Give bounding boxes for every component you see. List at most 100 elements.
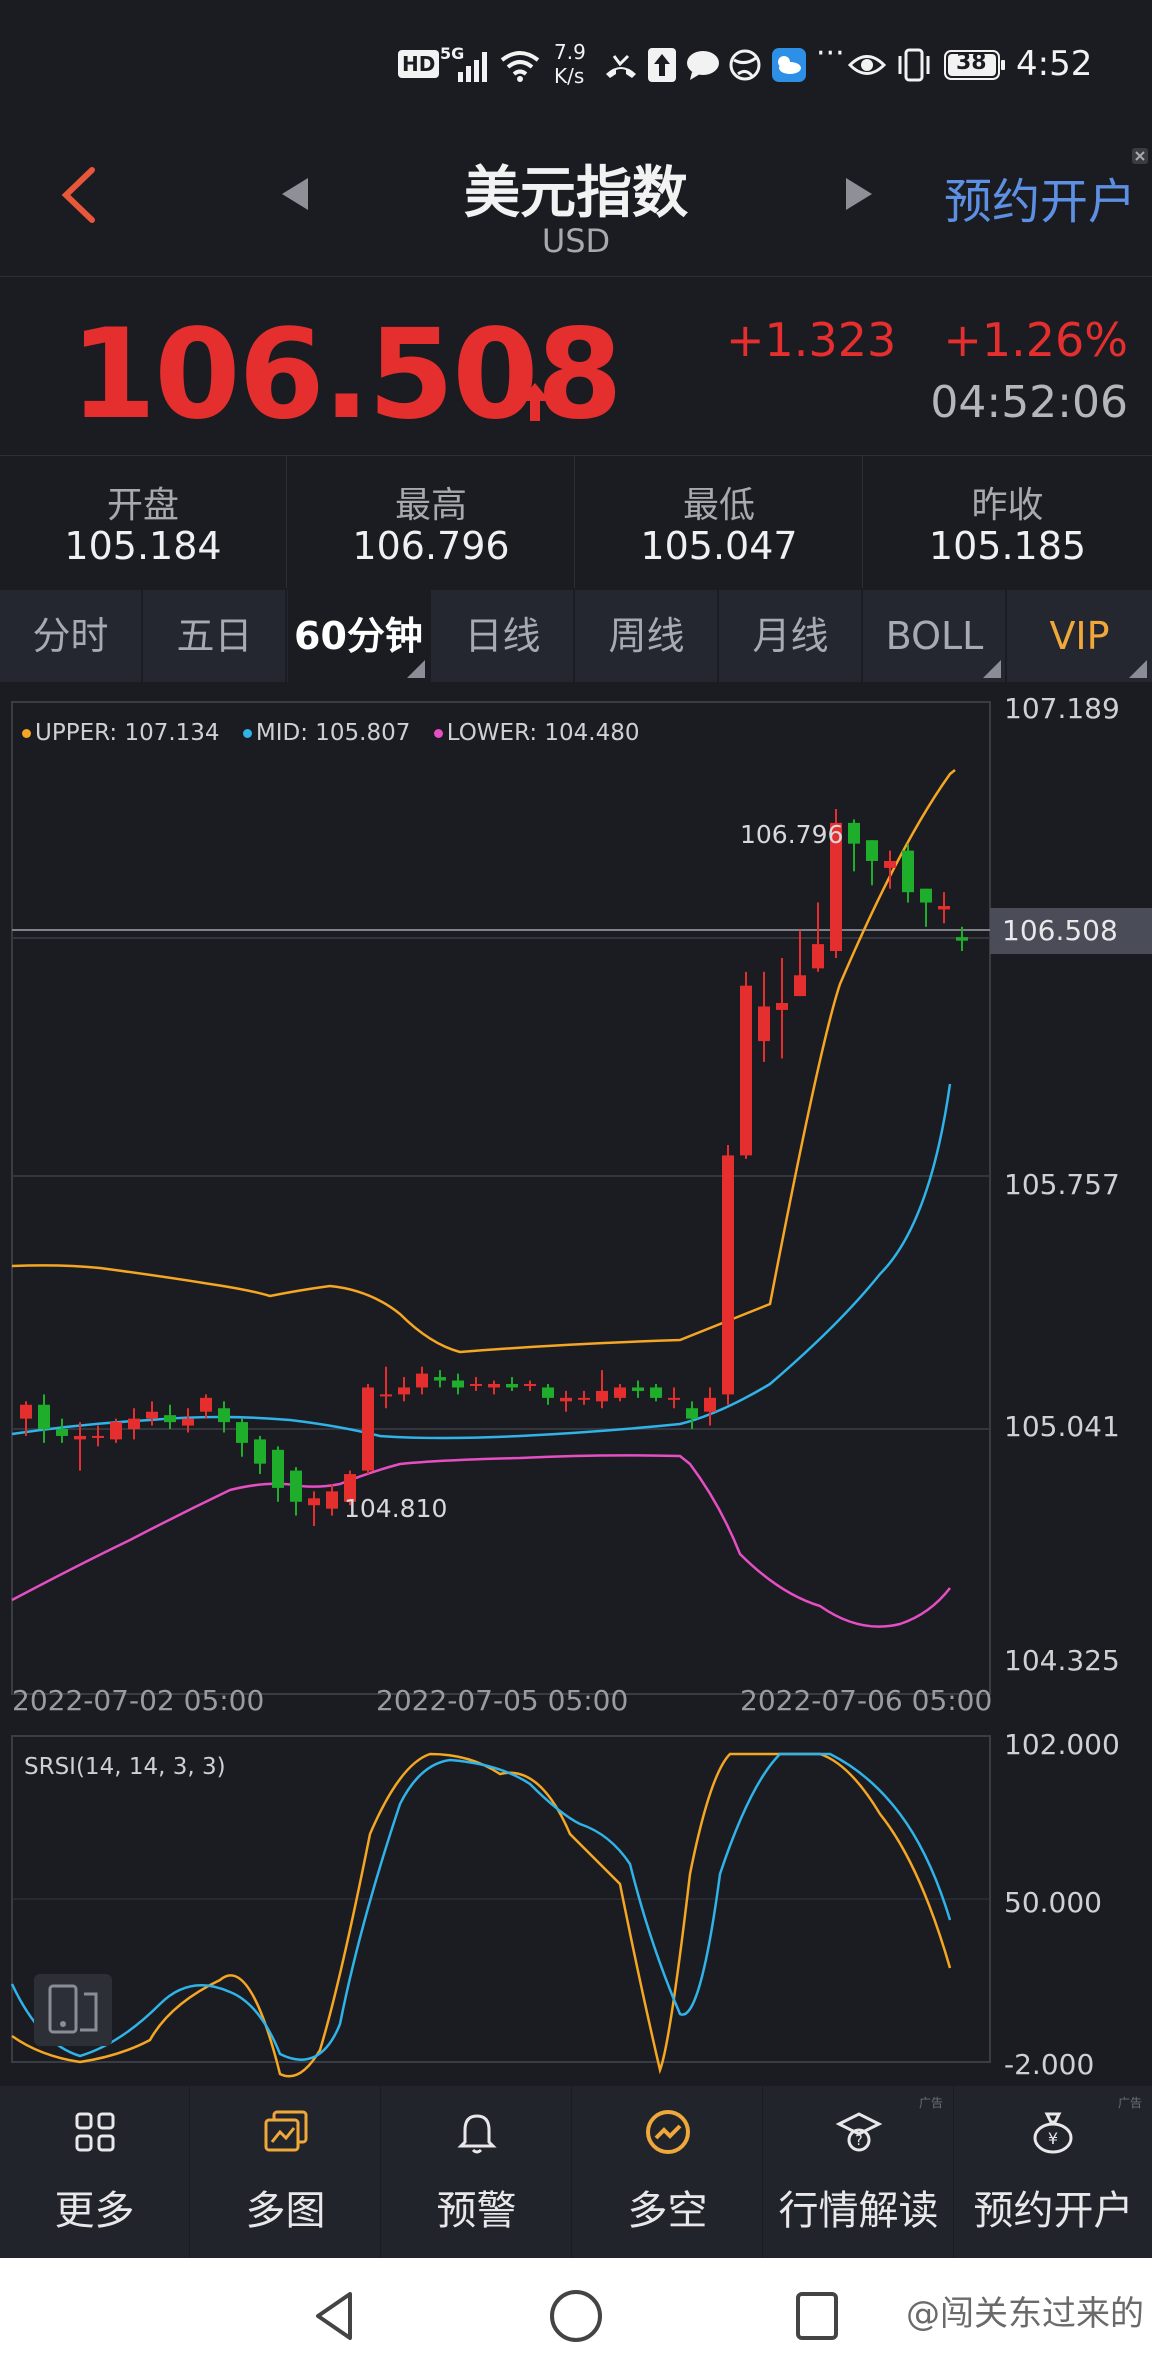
back-arrow-icon[interactable] <box>52 160 112 230</box>
fullscreen-toggle-button[interactable] <box>34 1974 112 2046</box>
x-axis-label: 2022-07-02 05:00 <box>12 1684 265 1717</box>
vibrate-icon <box>898 48 930 82</box>
tool-multi-chart[interactable]: 多图 <box>191 2086 381 2258</box>
stat-value: 105.184 <box>64 524 222 568</box>
candle-body <box>362 1387 374 1471</box>
legend-upper: UPPER: 107.134 <box>22 720 220 746</box>
price-up-arrow-icon <box>520 383 550 421</box>
bottom-toolbar: 更多 多图 预警 多空 广告 ? 行情解读 广告 <box>0 2086 1152 2258</box>
candle-body <box>452 1380 464 1388</box>
boll-legend: UPPER: 107.134 MID: 105.807 LOWER: 104.4… <box>22 720 656 746</box>
tab-boll[interactable]: BOLL <box>864 590 1007 682</box>
watermark: @闯关东过来的 <box>906 2294 1144 2334</box>
tab-label: BOLL <box>885 614 984 658</box>
stat-label: 最高 <box>394 485 467 526</box>
tab-intraday[interactable]: 分时 <box>0 590 143 682</box>
system-back-icon[interactable] <box>310 2286 360 2346</box>
candle-body <box>884 860 896 868</box>
candle-body <box>470 1384 482 1386</box>
tool-long-short[interactable]: 多空 <box>573 2086 763 2258</box>
tab-daily[interactable]: 日线 <box>432 590 575 682</box>
boll-mid-line <box>11 1083 952 1440</box>
tool-label: 预约开户 <box>973 2188 1134 2234</box>
candle-body <box>326 1491 338 1509</box>
x-axis-label: 2022-07-05 05:00 <box>376 1684 629 1717</box>
period-tabs: 分时 五日 60分钟 日线 周线 月线 BOLL VIP <box>0 590 1152 682</box>
tool-label: 预警 <box>436 2188 517 2234</box>
signal-label: 5G <box>440 44 465 63</box>
stat-value: 105.047 <box>640 524 798 568</box>
candle-body <box>56 1429 68 1436</box>
price-change: +1.323 <box>726 313 897 367</box>
multi-chart-icon <box>264 2110 308 2152</box>
status-bar: HD 5G 7.9 K/s ··· 38 4:52 <box>0 0 1152 130</box>
candle-body <box>308 1498 320 1506</box>
srsi-y-label: 102.000 <box>1004 1728 1120 1761</box>
system-recents-icon[interactable] <box>792 2286 842 2346</box>
stat-value: 106.796 <box>352 524 510 568</box>
candle-body <box>794 975 806 997</box>
srsi-y-label: 50.000 <box>1004 1886 1102 1919</box>
y-axis-label: 107.189 <box>1004 692 1120 725</box>
tab-vip[interactable]: VIP <box>1008 590 1151 682</box>
weather-app-icon <box>772 48 806 82</box>
tool-more[interactable]: 更多 <box>0 2086 190 2258</box>
srsi-y-label: -2.000 <box>1004 2048 1095 2081</box>
header-divider <box>0 276 1152 277</box>
tool-alert[interactable]: 预警 <box>382 2086 572 2258</box>
stat-label: 开盘 <box>106 485 179 526</box>
more-notifications-icon: ··· <box>816 36 845 71</box>
dropdown-corner-icon <box>983 660 1001 678</box>
candle-body <box>956 937 968 941</box>
next-symbol-arrow-icon[interactable] <box>846 178 872 210</box>
previous-symbol-arrow-icon[interactable] <box>282 178 308 210</box>
candle-body <box>848 822 860 844</box>
quote-divider <box>0 455 1152 456</box>
candle-body <box>416 1373 428 1388</box>
tool-open-account[interactable]: 广告 ¥ 预约开户 <box>955 2086 1152 2258</box>
candle-body <box>596 1390 608 1402</box>
high-annotation: 106.796 <box>740 820 844 849</box>
candle-body <box>650 1387 662 1398</box>
ad-close-icon[interactable] <box>1132 148 1148 164</box>
tab-weekly[interactable]: 周线 <box>576 590 719 682</box>
candlestick-chart[interactable] <box>0 684 1152 2084</box>
main-chart-frame <box>11 701 991 1695</box>
candle-body <box>236 1422 248 1443</box>
low-annotation: 104.810 <box>344 1494 448 1523</box>
tool-label: 多图 <box>245 2188 326 2234</box>
money-bag-icon: ¥ <box>1033 2112 1073 2154</box>
tab-60-minute[interactable]: 60分钟 <box>288 590 431 682</box>
candle-body <box>776 1002 788 1010</box>
srsi-title: SRSI(14, 14, 3, 3) <box>24 1754 226 1780</box>
candle-body <box>110 1422 122 1440</box>
boll-lower-line <box>11 1454 951 1628</box>
stat-low: 最低 105.047 <box>576 456 863 588</box>
bollinger-bands <box>11 769 956 1628</box>
candle-body <box>488 1384 500 1388</box>
candle-body <box>20 1404 32 1419</box>
candle-body <box>542 1387 554 1398</box>
candle-body <box>200 1397 212 1412</box>
tab-five-day[interactable]: 五日 <box>144 590 287 682</box>
tab-monthly[interactable]: 月线 <box>720 590 863 682</box>
dropdown-corner-icon <box>1129 660 1147 678</box>
ad-tag: 广告 <box>1117 2096 1142 2110</box>
globe-icon <box>729 49 761 81</box>
chart-area[interactable]: UPPER: 107.134 MID: 105.807 LOWER: 104.4… <box>0 684 1152 2084</box>
candle-body <box>938 906 950 910</box>
system-home-icon[interactable] <box>548 2286 604 2346</box>
interpret-icon: ? <box>835 2112 883 2152</box>
open-account-button[interactable]: 预约开户 <box>943 174 1136 230</box>
chat-bubble-icon <box>687 51 719 80</box>
candle-body <box>902 850 914 893</box>
dropdown-corner-icon <box>407 660 425 678</box>
candle-body <box>506 1384 518 1388</box>
tool-interpret[interactable]: 广告 ? 行情解读 <box>764 2086 954 2258</box>
bell-icon <box>457 2114 497 2154</box>
tab-label: VIP <box>1049 614 1110 658</box>
rotate-screen-icon <box>48 1984 98 2034</box>
candle-body <box>146 1411 158 1419</box>
candle-body <box>128 1418 140 1430</box>
page-subtitle: USD <box>541 222 611 260</box>
